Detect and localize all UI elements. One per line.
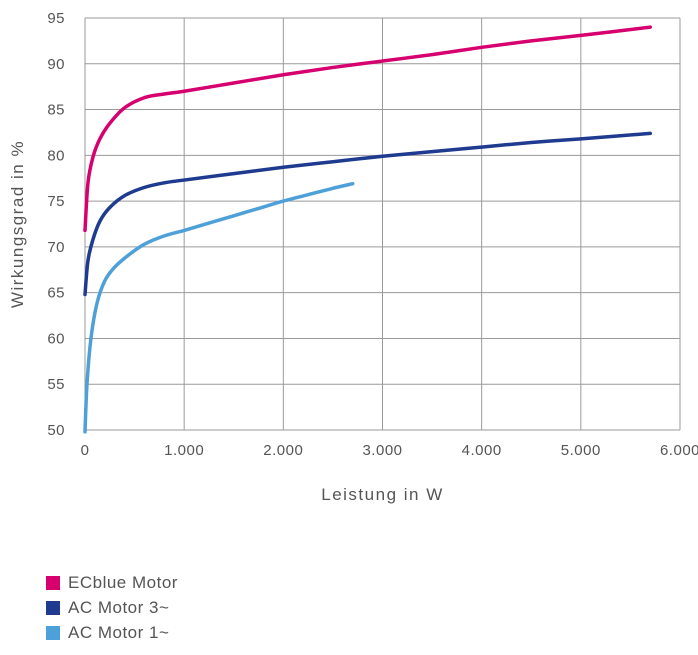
- x-tick-labels: 0 1.000 2.000 3.000 4.000 5.000 6.000: [81, 442, 698, 459]
- y-tick-labels: 50 55 60 65 70 75 80 85 90 95: [47, 10, 65, 439]
- y-tick-label: 80: [47, 147, 65, 164]
- legend-swatch-ac3: [46, 600, 60, 615]
- grid-lines: [84, 17, 681, 431]
- x-tick-label: 4.000: [462, 442, 502, 459]
- y-axis-title: Wirkungsgrad in %: [8, 140, 27, 308]
- y-tick-label: 75: [47, 193, 65, 210]
- legend-label-ecblue: ECblue Motor: [68, 572, 178, 592]
- y-tick-label: 60: [47, 330, 65, 347]
- x-tick-label: 0: [81, 442, 90, 459]
- x-axis-title: Leistung in W: [321, 485, 444, 504]
- y-tick-label: 90: [47, 56, 65, 73]
- x-tick-label: 1.000: [164, 442, 204, 459]
- legend-label-ac3: AC Motor 3~: [68, 597, 170, 617]
- series-lines: [83, 25, 652, 434]
- legend-label-ac1: AC Motor 1~: [68, 622, 170, 642]
- y-tick-label: 95: [47, 10, 65, 27]
- efficiency-chart: 0 1.000 2.000 3.000 4.000 5.000 6.000 50 55 60 65…: [8, 10, 698, 504]
- y-tick-label: 65: [47, 285, 65, 302]
- y-tick-label: 50: [47, 422, 65, 439]
- series-line-2: [83, 131, 652, 297]
- legend-swatch-ecblue: [46, 575, 60, 590]
- x-tick-label: 2.000: [263, 442, 303, 459]
- y-tick-label: 85: [47, 102, 65, 119]
- series-line-3: [83, 181, 355, 434]
- y-tick-label: 55: [47, 376, 65, 393]
- legend: ECblue Motor AC Motor 3~ AC Motor 1~: [46, 570, 178, 645]
- series-line-1: [83, 25, 652, 233]
- x-tick-label: 5.000: [561, 442, 601, 459]
- legend-item-ac3[interactable]: AC Motor 3~: [46, 595, 178, 620]
- legend-item-ac1[interactable]: AC Motor 1~: [46, 620, 178, 645]
- y-tick-label: 70: [47, 239, 65, 256]
- x-tick-label: 3.000: [362, 442, 402, 459]
- x-tick-label: 6.000: [660, 442, 698, 459]
- legend-item-ecblue[interactable]: ECblue Motor: [46, 570, 178, 595]
- legend-swatch-ac1: [46, 625, 60, 640]
